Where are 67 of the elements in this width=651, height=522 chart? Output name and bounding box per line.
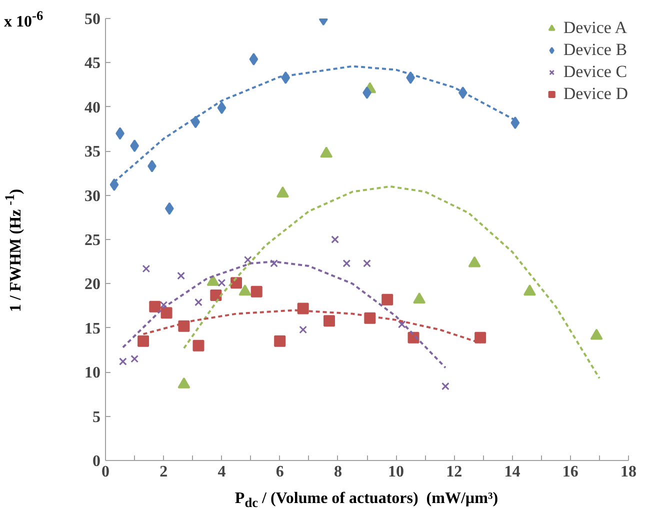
point [138, 335, 150, 347]
x-tick-label: 12 [446, 464, 462, 480]
point [192, 340, 204, 352]
y-tick-label: 40 [84, 99, 100, 116]
point [510, 116, 520, 130]
x-tick-label: 2 [160, 464, 168, 480]
point [160, 307, 172, 319]
legend-label: Device C [563, 62, 628, 82]
legend-label: Device D [563, 84, 628, 104]
line-series [182, 185, 600, 380]
point [331, 236, 339, 244]
point [297, 302, 309, 314]
y-tick-label: 25 [84, 232, 100, 249]
point [250, 286, 262, 298]
point [323, 315, 335, 327]
point [244, 256, 252, 264]
point [160, 300, 168, 309]
point [238, 284, 252, 296]
point [230, 277, 242, 289]
y-tick-label: 20 [84, 276, 100, 294]
point [398, 320, 406, 328]
point [382, 294, 394, 306]
point [149, 300, 161, 312]
point [142, 264, 150, 273]
point [590, 328, 603, 340]
x-tick-label: 10 [388, 464, 404, 480]
x-tick-label: 14 [504, 464, 520, 480]
point [194, 298, 202, 306]
point [342, 259, 351, 268]
point [178, 377, 190, 388]
point [177, 272, 185, 280]
point [442, 382, 450, 390]
x-axis-title: P$_{dc}$ / (Volume of actuators) (mW/µm³) [234, 489, 500, 512]
point [320, 146, 333, 158]
point [130, 354, 138, 363]
y-tick-label: 10 [84, 364, 100, 382]
point [210, 289, 222, 301]
point [249, 52, 258, 66]
y-tick-label: 15 [84, 320, 100, 338]
point [206, 274, 220, 286]
point [523, 284, 536, 296]
point [178, 320, 190, 332]
legend-label: Device B [563, 40, 628, 60]
point [274, 335, 286, 347]
x-tick-label: 8 [334, 464, 342, 480]
point [270, 259, 278, 268]
point [110, 178, 119, 191]
point [363, 259, 371, 268]
point [474, 332, 486, 344]
x-tick-label: 18 [620, 464, 636, 480]
x-tick-label: 4 [218, 464, 226, 480]
y-tick-label: 5 [92, 408, 100, 426]
point [299, 326, 308, 334]
y-tick-label: 0 [92, 453, 100, 470]
y-tick-label: 35 [84, 144, 100, 161]
x-tick-label: 16 [562, 464, 578, 480]
point [217, 102, 226, 114]
y-tick-label: 50 [84, 11, 100, 28]
legend-label: Device A [563, 18, 628, 38]
point [468, 256, 481, 268]
point [413, 292, 426, 304]
x-tick-label: 6 [276, 464, 284, 480]
y-tick-label: 30 [84, 188, 100, 205]
y-tick-label: 45 [84, 55, 100, 72]
point [119, 358, 127, 366]
point [218, 278, 226, 287]
text: x 10$^{-6}$ [4, 7, 44, 32]
